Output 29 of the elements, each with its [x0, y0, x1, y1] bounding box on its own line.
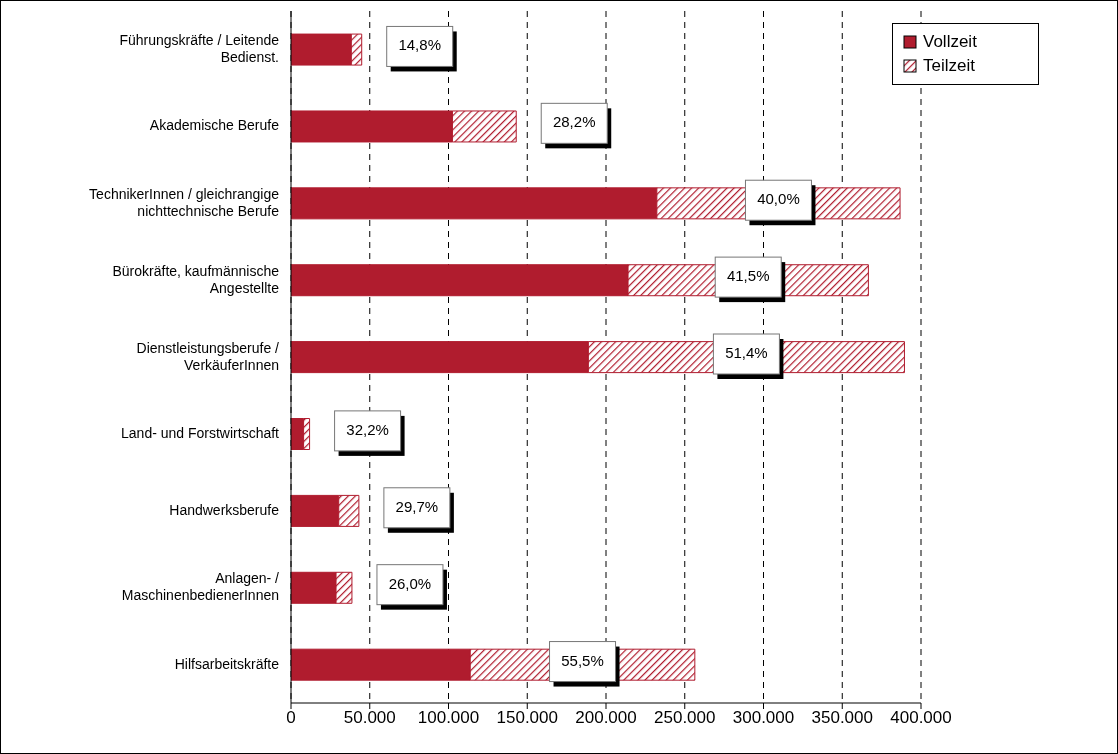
y-tick-label: TechnikerInnen / gleichrangige nichttechnische Berufe — [89, 185, 280, 219]
annotation: 55,5% — [561, 651, 604, 669]
y-tick-label: Bürokräfte, kaufmännische Angestellte — [112, 262, 280, 296]
legend-label: Teilzeit — [923, 56, 975, 76]
x-tick-label: 400.000 — [890, 708, 952, 728]
y-tick-label: Handwerksberufe — [169, 501, 280, 518]
annotation: 14,8% — [398, 36, 441, 54]
annotation: 26,0% — [388, 574, 432, 592]
x-tick-label: 350.000 — [811, 708, 873, 728]
annotation: 41,5% — [726, 267, 770, 285]
x-tick-label: 300.000 — [732, 708, 795, 728]
y-tick-label: Dienstleistungsberufe / VerkäuferInnen — [136, 339, 280, 373]
y-tick-label: Akademische Berufe — [149, 117, 280, 134]
y-tick-label: Führungskräfte / Leitende Bedienst. — [119, 31, 280, 65]
x-tick-label: 200.000 — [575, 708, 637, 728]
y-tick-label: Anlagen- / MaschinenbedienerInnen — [121, 569, 280, 603]
annotation: 29,7% — [395, 497, 439, 515]
x-tick-label: 0 — [286, 708, 296, 728]
y-tick-label: Hilfsarbeitskräfte — [174, 655, 280, 672]
annotation: 28,2% — [552, 113, 596, 131]
annotation: 40,0% — [757, 190, 800, 208]
x-tick-label: 150.000 — [496, 708, 558, 728]
x-tick-label: 50.000 — [343, 708, 396, 728]
legend-label: Vollzeit — [923, 32, 977, 52]
y-tick-label: Land- und Forstwirtschaft — [121, 424, 280, 441]
annotation: 32,2% — [346, 420, 389, 438]
annotation: 51,4% — [725, 343, 768, 361]
x-tick-label: 100.000 — [417, 708, 480, 728]
x-tick-label: 250.000 — [654, 708, 716, 728]
